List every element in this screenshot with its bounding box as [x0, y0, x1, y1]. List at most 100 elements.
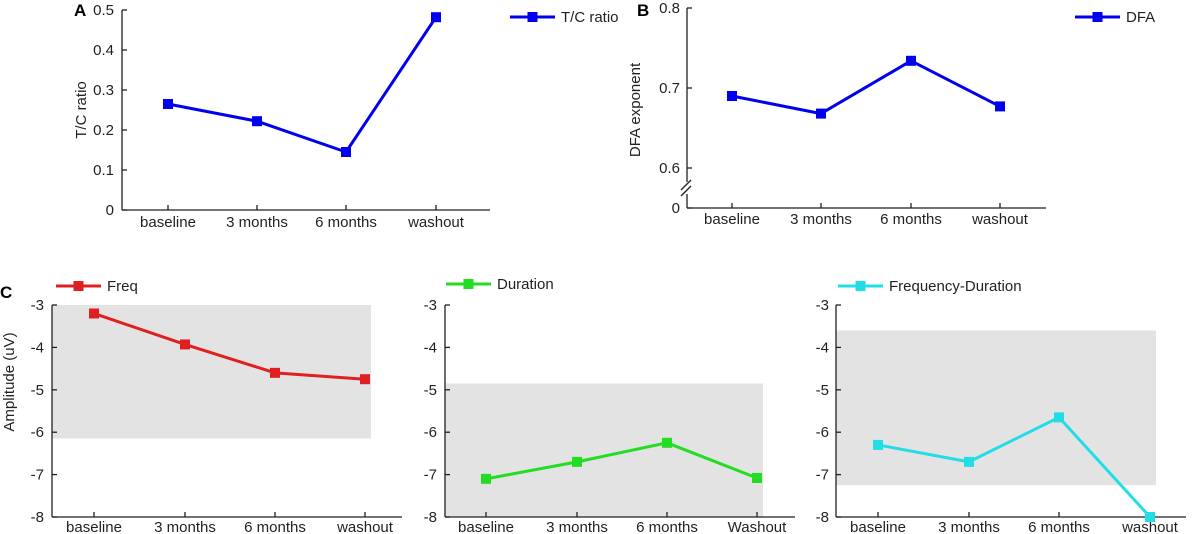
reference-band: [52, 305, 371, 439]
legend-label: T/C ratio: [561, 9, 619, 26]
y-tick-label: -8: [424, 509, 437, 526]
data-point: [89, 308, 99, 319]
x-tick-label: 3 months: [546, 519, 608, 534]
legend-marker: [1092, 12, 1103, 22]
panel-letter: A: [74, 1, 86, 20]
legend-label: Duration: [497, 276, 554, 293]
panel-b: 0 0.6 0.7 0.8 baseline 3 months 6 months washou…: [627, 0, 1155, 228]
data-point: [163, 99, 173, 109]
data-point: [816, 108, 826, 119]
x-tick-label: baseline: [66, 519, 122, 534]
x-tick-label: washout: [407, 214, 465, 231]
data-point: [341, 147, 351, 157]
y-tick-label: 0.5: [93, 2, 114, 19]
x-tick-label: washout: [1121, 519, 1179, 534]
data-point: [1145, 512, 1155, 522]
y-tick-label: -6: [424, 424, 437, 441]
data-point: [252, 116, 262, 127]
y-tick-label: -4: [424, 339, 437, 356]
legend-label: Freq: [107, 278, 138, 295]
y-tick-label: -3: [816, 297, 829, 314]
y-tick-label: -8: [31, 509, 44, 526]
data-point: [906, 55, 916, 66]
legend-label: DFA: [1126, 9, 1155, 26]
y-tick-label: 0.8: [659, 0, 680, 17]
series-line: [731, 59, 1001, 116]
x-tick-label: 3 months: [154, 519, 216, 534]
y-tick-label: -4: [816, 339, 829, 356]
y-tick-label: 0: [106, 202, 114, 219]
y-axis-label: Amplitude (uV): [1, 332, 18, 431]
y-tick-label: -5: [424, 382, 437, 399]
legend-marker: [855, 281, 866, 291]
x-tick-label: 6 months: [315, 214, 377, 231]
x-tick-label: washout: [336, 519, 394, 534]
y-tick-label: -3: [31, 297, 44, 314]
x-tick-label: 3 months: [226, 214, 288, 231]
y-tick-label: -5: [816, 382, 829, 399]
data-point: [995, 101, 1005, 112]
y-tick-label: -5: [31, 382, 44, 399]
data-point: [360, 374, 370, 385]
x-tick-label: baseline: [458, 519, 514, 534]
y-axis-label: DFA exponent: [627, 62, 644, 157]
y-tick-label: -6: [816, 424, 829, 441]
y-tick-label: -7: [424, 467, 437, 484]
panel-c3: -3 -4 -5 -6 -7 -8 baseline 3 months 6 months wash…: [816, 278, 1186, 534]
y-tick-label: -6: [31, 424, 44, 441]
y-tick-label: 0.3: [93, 82, 114, 99]
data-point: [180, 339, 190, 350]
y-tick-label: 0.2: [93, 122, 114, 139]
x-tick-label: baseline: [704, 211, 760, 228]
x-tick-label: baseline: [850, 519, 906, 534]
data-point: [270, 367, 280, 378]
panel-c: -3 -4 -5 -6 -7 -8 baseline 3 months 6 months wash…: [0, 278, 402, 534]
legend-marker: [527, 12, 538, 22]
y-axis-label: T/C ratio: [73, 81, 90, 139]
panel-letter: B: [637, 1, 649, 20]
x-tick-label: 6 months: [1028, 519, 1090, 534]
y-tick-label: -7: [31, 467, 44, 484]
y-tick-label: -4: [31, 339, 44, 356]
y-tick-label: 0.7: [659, 80, 680, 97]
y-tick-label: -8: [816, 509, 829, 526]
series-line: [167, 16, 438, 154]
series-line: [877, 415, 1152, 519]
data-point: [752, 472, 762, 483]
x-tick-label: 6 months: [636, 519, 698, 534]
axis-break-mark: [680, 179, 692, 191]
data-point: [964, 456, 974, 467]
series-line: [485, 441, 758, 481]
x-tick-label: 3 months: [790, 211, 852, 228]
reference-band: [836, 330, 1156, 486]
x-tick-label: 6 months: [880, 211, 942, 228]
x-tick-label: washout: [971, 211, 1029, 228]
data-point: [572, 456, 582, 467]
y-tick-label: -3: [424, 297, 437, 314]
legend-marker: [463, 279, 474, 289]
axis-break-mark: [680, 185, 692, 197]
data-point: [873, 439, 883, 450]
y-tick-label: 0: [672, 200, 680, 217]
reference-band: [445, 383, 763, 517]
data-point: [1054, 412, 1064, 423]
panel-c2: -3 -4 -5 -6 -7 -8 baseline 3 months 6 months Wash…: [424, 276, 795, 534]
panel-a: 0 0.1 0.2 0.3 0.4 0.5 baseline 3 months 6 months…: [73, 1, 619, 231]
series-line: [93, 312, 366, 381]
panel-letter: C: [0, 283, 12, 302]
legend-marker: [73, 281, 84, 291]
x-tick-label: Washout: [728, 519, 787, 534]
data-point: [481, 473, 491, 484]
data-point: [727, 91, 737, 101]
x-tick-label: 3 months: [938, 519, 1000, 534]
x-tick-label: baseline: [140, 214, 196, 231]
y-tick-label: 0.4: [93, 42, 114, 59]
data-point: [662, 437, 672, 448]
data-point: [431, 12, 441, 23]
legend-label: Frequency-Duration: [889, 278, 1022, 295]
y-tick-label: -7: [816, 467, 829, 484]
y-tick-label: 0.6: [659, 160, 680, 177]
y-tick-label: 0.1: [93, 162, 114, 179]
x-tick-label: 6 months: [244, 519, 306, 534]
